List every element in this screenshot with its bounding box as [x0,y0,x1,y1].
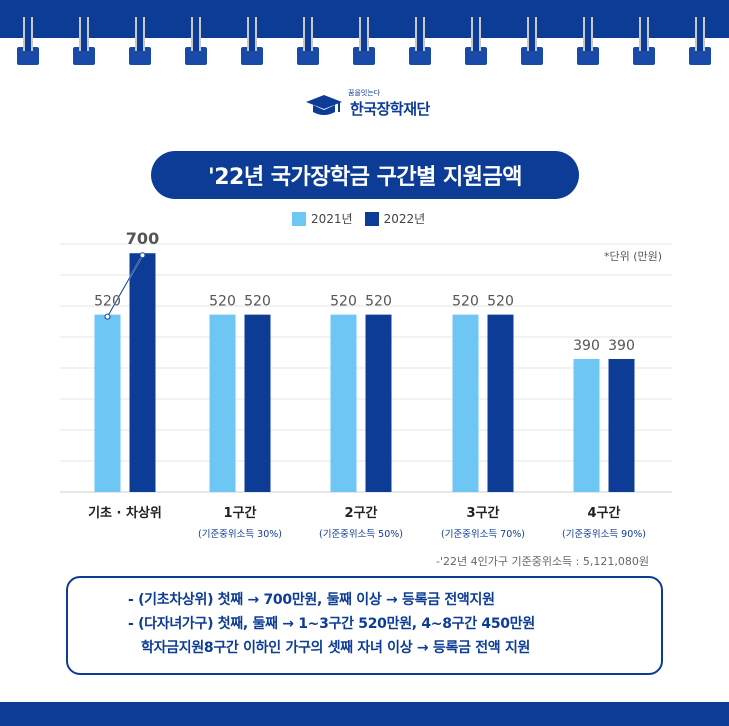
binder-ring [689,17,711,65]
note-line-multichild: - (다자녀가구) 첫째, 둘째 → 1~3구간 520만원, 4~8구간 45… [128,616,535,632]
data-label: 520 [452,294,479,310]
binder-ring [353,17,375,65]
bar-2022-1 [244,314,271,492]
x-tick-label: 기초 · 차상위 [88,505,162,521]
chart-legend: 2021년 2022년 [292,210,425,227]
bar-2021-2 [330,314,357,492]
logo: 꿈을잇는다 한국장학재단 [304,89,430,119]
binder-ring [633,17,655,65]
binder-ring [577,17,599,65]
bar-2022-0 [129,253,156,492]
data-label: 520 [209,294,236,310]
x-tick-sublabel: (기준중위소득 90%) [562,528,646,540]
increase-connector-line [107,254,143,317]
data-label: 390 [608,338,635,354]
bar-2021-0 [94,314,121,492]
binder-ring [185,17,207,65]
data-label: 520 [330,294,357,310]
note-line-basic: - (기초차상위) 첫째 → 700만원, 둘째 이상 → 등록금 전액지원 [128,592,495,608]
data-label: 520 [487,294,514,310]
data-label: 520 [244,294,271,310]
bar-2022-2 [365,314,392,492]
graduation-cap-icon [306,94,342,115]
x-tick-sublabel: (기준중위소득 50%) [319,528,403,540]
bar-2021-3 [452,314,479,492]
binder-ring [465,17,487,65]
bar-2021-1 [209,314,236,492]
legend-label-2022: 2022년 [383,212,426,226]
connector-point-2022 [139,252,146,259]
legend-label-2021: 2021년 [311,212,353,226]
legend-item-2021: 2021년 [292,210,353,227]
legend-swatch-2022 [364,211,379,226]
unit-label: *단위 (만원) [604,250,663,263]
binder-ring [409,17,431,65]
binder-ring [17,17,39,65]
binder-ring [241,17,263,65]
support-notes-box: - (기초차상위) 첫째 → 700만원, 둘째 이상 → 등록금 전액지원 -… [66,576,663,675]
legend-item-2022: 2022년 [364,210,426,227]
logo-name: 한국장학재단 [350,100,430,118]
bar-2022-4 [608,358,635,492]
binder-ring [297,17,319,65]
binder-ring [129,17,151,65]
bar-chart: 520 700 기초 · 차상위 520 520 1구간 (기준중위소득 30%) 520 52… [60,229,672,540]
binder-ring [73,17,95,65]
x-tick-label: 4구간 [588,505,621,521]
logo-tagline: 꿈을잇는다 [348,89,381,97]
data-label: 520 [365,294,392,310]
x-tick-sublabel: (기준중위소득 70%) [441,528,525,540]
x-tick-label: 3구간 [467,505,500,521]
bar-2022-3 [487,314,514,492]
footnote: -'22년 4인가구 기준중위소득 : 5,121,080원 [436,555,649,568]
data-label: 390 [573,338,600,354]
x-tick-sublabel: (기준중위소득 30%) [198,528,282,540]
page-title: '22년 국가장학금 구간별 지원금액 [151,151,579,199]
note-line-multichild-detail: 학자금지원8구간 이하인 가구의 셋째 자녀 이상 → 등록금 전액 지원 [141,640,531,656]
x-tick-label: 1구간 [224,505,257,521]
legend-swatch-2021 [292,211,306,226]
bottom-band [0,702,729,726]
connector-point-2021 [104,313,111,320]
x-tick-label: 2구간 [345,505,378,521]
bar-2021-4 [573,358,600,492]
data-label: 700 [126,229,159,248]
binder-ring [521,17,543,65]
